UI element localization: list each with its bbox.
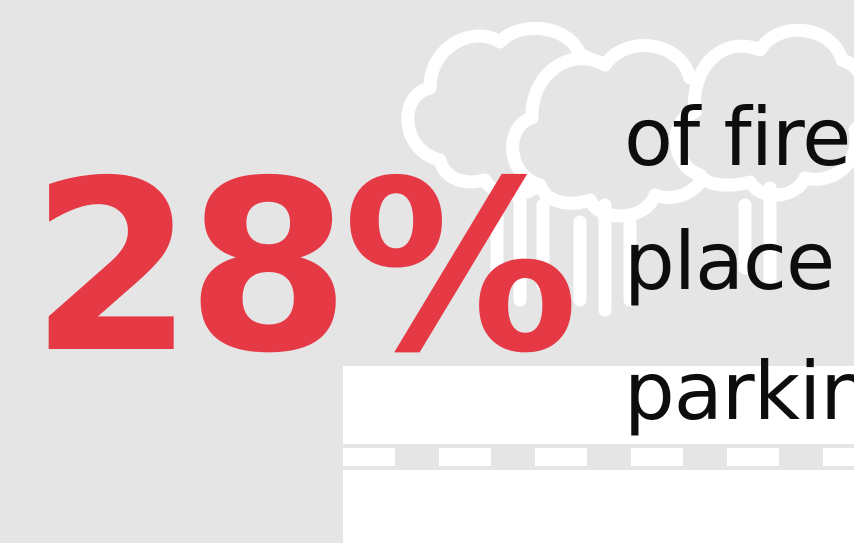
road-dash-5 xyxy=(727,448,779,466)
road-icon xyxy=(343,366,854,543)
caption-line-3: parkin xyxy=(624,345,854,438)
road-dash-6 xyxy=(823,448,854,466)
caption-line-1: of fire xyxy=(624,91,851,184)
road-lower-lane xyxy=(343,470,854,543)
tree-outline-icon xyxy=(669,23,854,287)
statistic-percentage: 28% xyxy=(30,130,579,405)
road-dash-4 xyxy=(631,448,683,466)
road-dash-1 xyxy=(343,448,395,466)
road-upper-edge xyxy=(343,366,854,444)
road-dash-3 xyxy=(535,448,587,466)
road-dash-2 xyxy=(439,448,491,466)
caption-line-2: place xyxy=(624,215,835,308)
